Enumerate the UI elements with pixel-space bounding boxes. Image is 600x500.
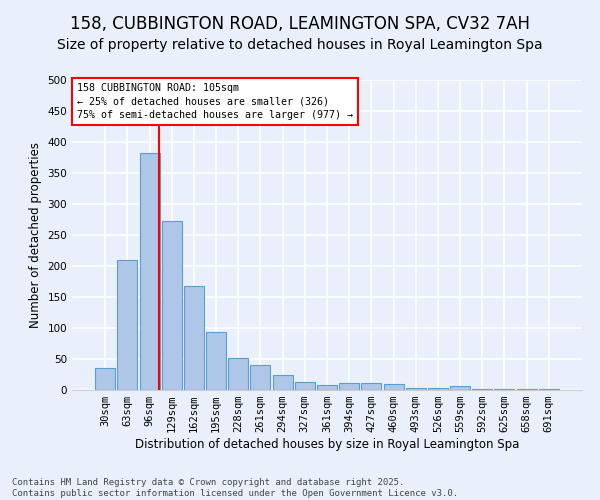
Bar [272,375,293,390]
Text: 158 CUBBINGTON ROAD: 105sqm
← 25% of detached houses are smaller (326)
75% of se: 158 CUBBINGTON ROAD: 105sqm ← 25% of det… [77,83,353,120]
Bar [184,286,204,390]
Text: Size of property relative to detached houses in Royal Leamington Spa: Size of property relative to detached ho… [57,38,543,52]
Bar [118,260,137,390]
Bar [383,384,404,390]
Bar [494,389,514,390]
Bar [428,388,448,390]
Bar [517,389,536,390]
Bar [140,152,160,390]
Bar [406,388,426,390]
Text: Contains HM Land Registry data © Crown copyright and database right 2025.
Contai: Contains HM Land Registry data © Crown c… [12,478,458,498]
Bar [206,332,226,390]
Bar [339,382,359,390]
Bar [228,358,248,390]
Bar [95,368,115,390]
Bar [361,382,382,390]
Bar [450,386,470,390]
Text: 158, CUBBINGTON ROAD, LEAMINGTON SPA, CV32 7AH: 158, CUBBINGTON ROAD, LEAMINGTON SPA, CV… [70,15,530,33]
Bar [162,220,182,390]
Y-axis label: Number of detached properties: Number of detached properties [29,142,42,328]
Bar [250,365,271,390]
Bar [317,385,337,390]
Bar [539,389,559,390]
Bar [295,382,315,390]
X-axis label: Distribution of detached houses by size in Royal Leamington Spa: Distribution of detached houses by size … [135,438,519,451]
